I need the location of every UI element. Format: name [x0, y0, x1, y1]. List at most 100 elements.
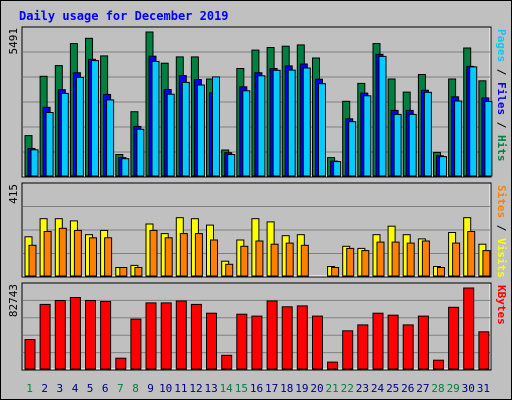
axis-label-2: Sites / Visits — [495, 185, 508, 278]
x-tick-label-1: 1 — [26, 382, 33, 395]
bar-sites-day-16 — [255, 240, 264, 277]
y-max-label-3: 82743 — [7, 284, 20, 317]
bar-kbytes-day-19 — [296, 305, 308, 370]
x-tick-label-8: 8 — [132, 382, 139, 395]
x-tick-label-28: 28 — [431, 382, 444, 395]
bar-kbytes-day-9 — [145, 302, 157, 370]
bar-pages-day-18 — [287, 69, 296, 177]
bar-sites-day-2 — [43, 231, 52, 277]
bar-sites-day-15 — [240, 245, 249, 277]
x-tick-label-23: 23 — [356, 382, 369, 395]
bar-kbytes-day-28 — [433, 359, 444, 370]
bar-pages-day-24 — [378, 55, 387, 177]
bar-pages-day-2 — [45, 112, 54, 177]
x-tick-label-14: 14 — [220, 382, 234, 395]
bar-kbytes-day-12 — [190, 303, 202, 370]
bar-kbytes-day-11 — [175, 300, 187, 370]
bar-sites-day-14 — [225, 263, 234, 277]
bar-pages-day-4 — [75, 76, 84, 177]
bar-pages-day-14 — [227, 154, 236, 177]
bar-kbytes-day-25 — [387, 314, 399, 370]
bar-pages-day-13 — [212, 76, 220, 177]
bar-pages-day-6 — [106, 99, 115, 177]
axis-label-part: / — [495, 62, 508, 82]
x-tick-label-21: 21 — [325, 382, 338, 395]
bar-sites-day-11 — [179, 233, 188, 277]
axis-label-part: Sites — [495, 185, 508, 218]
x-tick-label-9: 9 — [147, 382, 154, 395]
bar-kbytes-day-22 — [342, 330, 354, 370]
bar-pages-day-25 — [393, 113, 402, 177]
axis-label-part: Pages — [495, 29, 508, 62]
x-tick-label-31: 31 — [477, 382, 490, 395]
bar-pages-day-16 — [257, 75, 266, 177]
bar-kbytes-day-15 — [236, 313, 248, 370]
bar-kbytes-day-6 — [100, 301, 112, 370]
bar-kbytes-day-18 — [281, 306, 293, 370]
x-tick-label-30: 30 — [462, 382, 475, 395]
bar-pages-day-12 — [196, 84, 205, 177]
bar-pages-day-17 — [272, 69, 281, 177]
bar-sites-day-21 — [331, 267, 340, 277]
bar-sites-day-18 — [285, 242, 294, 277]
bar-sites-day-10 — [164, 237, 173, 277]
axis-label-part: Visits — [495, 238, 508, 278]
bar-kbytes-day-16 — [251, 315, 263, 370]
bar-pages-day-31 — [484, 101, 493, 177]
bar-sites-day-24 — [376, 241, 385, 277]
bar-sites-day-9 — [149, 229, 158, 277]
bar-sites-day-23 — [361, 250, 370, 277]
bar-sites-day-12 — [194, 233, 203, 277]
bar-pages-day-15 — [242, 90, 251, 177]
bar-sites-day-5 — [89, 237, 97, 277]
bar-sites-day-4 — [73, 229, 82, 277]
axis-label-part: KBytes — [495, 285, 508, 325]
bar-sites-day-27 — [421, 240, 430, 277]
bar-kbytes-day-23 — [357, 324, 369, 370]
axis-label-1: Pages / Files / Hits — [495, 29, 508, 162]
axis-label-3: KBytes — [495, 285, 508, 325]
bar-kbytes-day-27 — [417, 315, 429, 370]
axis-label-part: Files — [495, 82, 508, 115]
bar-sites-day-7 — [119, 267, 128, 277]
bar-kbytes-day-10 — [160, 302, 172, 370]
bar-sites-day-3 — [58, 227, 67, 277]
bar-sites-day-22 — [346, 247, 355, 277]
bar-kbytes-day-4 — [69, 297, 81, 370]
x-tick-label-10: 10 — [159, 382, 172, 395]
bar-pages-day-22 — [348, 121, 357, 177]
bar-kbytes-day-13 — [206, 312, 217, 370]
bar-kbytes-day-3 — [54, 300, 66, 370]
bar-pages-day-1 — [30, 149, 39, 177]
bar-kbytes-day-5 — [85, 300, 96, 370]
x-tick-label-17: 17 — [265, 382, 278, 395]
bar-sites-day-25 — [391, 241, 400, 277]
bar-sites-day-13 — [210, 239, 218, 277]
axis-label-part: / — [495, 218, 508, 238]
y-max-label-1: 5491 — [7, 28, 20, 55]
bar-sites-day-28 — [437, 267, 445, 277]
bar-sites-day-6 — [104, 237, 113, 277]
x-tick-label-22: 22 — [341, 382, 354, 395]
bar-kbytes-day-8 — [130, 318, 142, 370]
x-tick-label-6: 6 — [102, 382, 109, 395]
bar-kbytes-day-31 — [478, 331, 490, 370]
x-tick-label-19: 19 — [295, 382, 308, 395]
bar-kbytes-day-21 — [327, 361, 339, 370]
x-tick-label-2: 2 — [41, 382, 48, 395]
bar-kbytes-day-17 — [266, 300, 278, 370]
x-tick-label-27: 27 — [416, 382, 429, 395]
bar-pages-day-8 — [136, 128, 145, 177]
bar-pages-day-27 — [423, 91, 432, 177]
bar-pages-day-30 — [469, 66, 478, 177]
bar-pages-day-5 — [91, 60, 99, 177]
x-tick-label-29: 29 — [447, 382, 460, 395]
bar-pages-day-3 — [60, 92, 69, 177]
bar-kbytes-day-7 — [115, 357, 127, 370]
bar-kbytes-day-29 — [448, 306, 460, 370]
x-tick-label-5: 5 — [87, 382, 94, 395]
bar-pages-day-19 — [302, 67, 311, 177]
x-tick-label-15: 15 — [235, 382, 248, 395]
bar-pages-day-23 — [363, 95, 372, 177]
bar-kbytes-day-1 — [24, 339, 36, 370]
